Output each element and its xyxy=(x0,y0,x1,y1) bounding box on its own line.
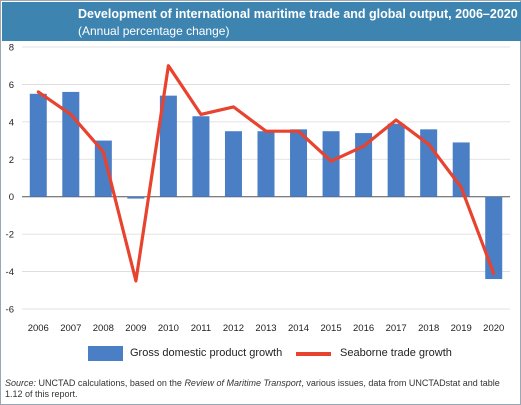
bar-gdp-2007 xyxy=(62,91,80,197)
y-tick-label: 4 xyxy=(9,117,14,128)
bar-gdp-2008 xyxy=(94,140,112,197)
bar-gdp-2018 xyxy=(420,129,438,197)
legend-label-trade: Seaborne trade growth xyxy=(340,347,452,359)
legend-swatch-gdp xyxy=(88,346,123,361)
x-tick-label: 2011 xyxy=(191,323,211,334)
bar-gdp-2009 xyxy=(127,196,145,199)
y-tick-label: 6 xyxy=(9,80,14,91)
bar-gdp-2017 xyxy=(387,123,405,197)
x-tick-label: 2014 xyxy=(288,323,309,334)
x-tick-label: 2019 xyxy=(451,323,472,334)
x-tick-label: 2012 xyxy=(223,323,244,334)
y-tick-label: 8 xyxy=(9,43,14,54)
x-tick-label: 2017 xyxy=(386,323,407,334)
bar-gdp-2015 xyxy=(322,131,340,197)
x-tick-label: 2009 xyxy=(125,323,146,334)
bar-gdp-2011 xyxy=(192,116,210,197)
x-tick-label: 2006 xyxy=(28,323,49,334)
x-tick-label: 2018 xyxy=(418,323,439,334)
bar-gdp-2013 xyxy=(257,131,275,197)
chart-legend: Gross domestic product growth Seaborne t… xyxy=(0,340,521,366)
y-tick-label: 0 xyxy=(9,192,14,203)
chart-plot-area: -6 -4 -2 0 2 4 6 8 2006 2007 2008 2009 2010 2011 2012 2… xyxy=(6,43,510,334)
bar-gdp-2006 xyxy=(29,93,47,197)
source-publication: Review of Maritime Transport xyxy=(184,378,302,388)
y-tick-label: 2 xyxy=(9,155,14,166)
x-tick-label: 2010 xyxy=(158,323,179,334)
x-tick-label: 2016 xyxy=(353,323,374,334)
y-tick-label: -2 xyxy=(6,230,14,241)
x-tick-label: 2020 xyxy=(483,323,504,334)
legend-swatch-trade xyxy=(296,352,331,356)
bar-gdp-2014 xyxy=(290,129,308,197)
chart-source-note: Source: UNCTAD calculations, based on th… xyxy=(5,378,517,400)
chart-title: Development of international maritime tr… xyxy=(78,7,518,21)
y-tick-label: -6 xyxy=(6,305,14,316)
chart-subtitle: (Annual percentage change) xyxy=(78,24,230,38)
source-label: Source: xyxy=(5,378,37,388)
y-tick-label: -4 xyxy=(6,267,14,278)
x-tick-label: 2008 xyxy=(93,323,114,334)
source-text-before: UNCTAD calculations, based on the xyxy=(36,378,185,388)
bar-gdp-2020 xyxy=(485,196,503,280)
source-text-after: , various issues, data from UNCTADstat a… xyxy=(5,378,500,399)
chart-header: Development of international maritime tr… xyxy=(2,2,521,41)
x-tick-label: 2013 xyxy=(255,323,276,334)
x-tick-label: 2015 xyxy=(320,323,341,334)
x-tick-label: 2007 xyxy=(60,323,81,334)
legend-label-gdp: Gross domestic product growth xyxy=(130,347,283,359)
bar-gdp-2010 xyxy=(159,95,177,197)
bar-gdp-2012 xyxy=(224,131,242,197)
